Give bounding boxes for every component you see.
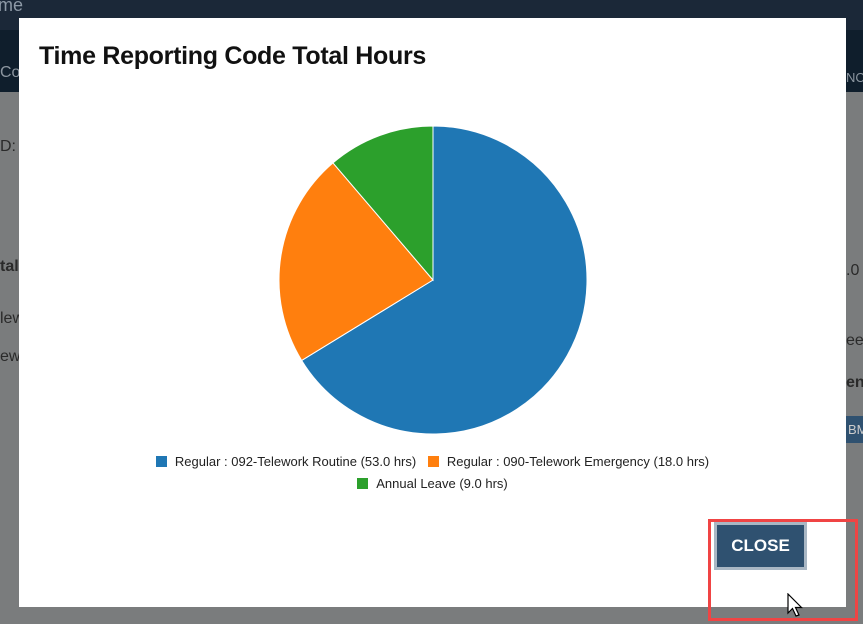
legend-swatch [155, 456, 167, 467]
pie-slice-2 [332, 125, 434, 282]
bg-text: BM [846, 416, 863, 443]
bg-text: en [846, 374, 863, 391]
bg-text: ee [846, 332, 863, 349]
chart-modal: Time Reporting Code Total Hours Regular … [19, 18, 846, 607]
legend-swatch [357, 478, 369, 489]
legend-item: Annual Leave (9.0 hrs) [357, 473, 508, 495]
bg-text: tal [0, 258, 19, 275]
bg-text: Co [0, 64, 21, 81]
bg-text: .0 [846, 262, 860, 279]
legend-label: Regular : 092-Telework Routine (53.0 hrs… [174, 454, 417, 469]
bg-text: ew [0, 348, 21, 365]
modal-title: Time Reporting Code Total Hours [39, 42, 427, 70]
mouse-cursor-icon [787, 593, 803, 617]
bg-text: D: [0, 138, 16, 155]
pie-slice-0 [301, 125, 588, 435]
legend-swatch [427, 456, 439, 467]
app-title: ime [0, 0, 24, 15]
legend-label: Regular : 090-Telework Emergency (18.0 h… [446, 454, 710, 469]
pie-chart [278, 125, 588, 435]
highlight-box [708, 519, 858, 621]
legend-item: Regular : 092-Telework Routine (53.0 hrs… [155, 451, 417, 473]
bg-text: NC [846, 70, 863, 85]
chart-legend: Regular : 092-Telework Routine (53.0 hrs… [19, 451, 846, 495]
close-button[interactable]: CLOSE [714, 522, 807, 570]
legend-item: Regular : 090-Telework Emergency (18.0 h… [427, 451, 710, 473]
pie-slice-1 [278, 162, 434, 362]
legend-label: Annual Leave (9.0 hrs) [376, 476, 508, 491]
